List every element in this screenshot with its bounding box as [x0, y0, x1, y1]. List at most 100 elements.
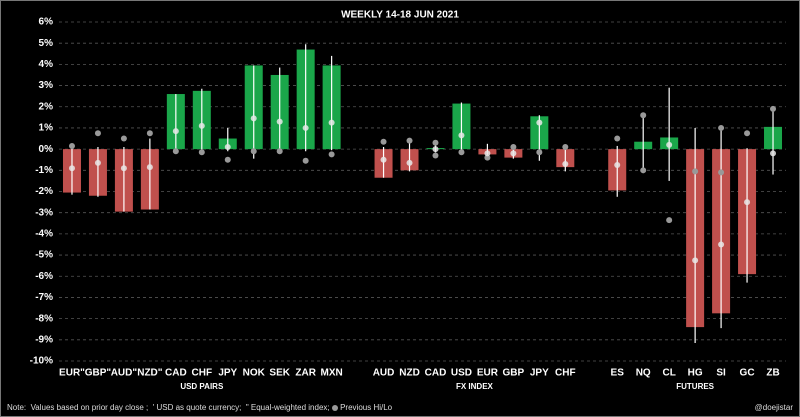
- x-tick-label: CAD: [165, 368, 187, 379]
- footnote: Note: Values based on prior day close ; …: [7, 403, 392, 412]
- prev-hilo-dot: [172, 148, 179, 155]
- x-tick-label: SEK: [269, 368, 290, 379]
- y-tick-label: -5%: [35, 250, 53, 261]
- prev-hilo-dot: [432, 152, 439, 159]
- chart-title: WEEKLY 14-18 JUN 2021: [341, 10, 459, 21]
- close-dot: [94, 159, 101, 166]
- x-tick-label: NQ: [636, 368, 651, 379]
- x-tick-label: NOK: [243, 368, 266, 379]
- group-label: FX INDEX: [456, 382, 494, 391]
- x-tick-label: JPY: [530, 368, 549, 379]
- x-tick-label: ES: [611, 368, 625, 379]
- note: Note: Values based on prior day close ; …: [7, 403, 330, 412]
- prev-hilo-dot: [458, 149, 465, 156]
- x-tick-label: GBP": [85, 368, 112, 379]
- close-dot: [146, 164, 153, 171]
- prev-hilo-dot: [666, 217, 673, 224]
- y-tick-label: -7%: [35, 292, 53, 303]
- y-tick-label: -6%: [35, 271, 53, 282]
- y-tick-label: -10%: [30, 356, 53, 367]
- x-tick-label: MXN: [321, 368, 343, 379]
- x-tick-label: USD: [451, 368, 472, 379]
- y-tick-label: -9%: [35, 334, 53, 345]
- x-tick-label: EUR: [477, 368, 499, 379]
- prev-hilo-dot: [250, 148, 257, 155]
- x-tick-label: AUD": [111, 368, 138, 379]
- x-tick-label: GC: [740, 368, 755, 379]
- y-tick-label: 1%: [39, 123, 54, 134]
- close-dot: [328, 119, 335, 126]
- close-dot: [172, 128, 179, 135]
- prev-hilo-dot: [510, 144, 517, 151]
- close-dot: [692, 257, 699, 264]
- prev-hilo-dot: [94, 130, 101, 137]
- credit: @doejistar: [754, 403, 793, 412]
- close-dot: [484, 150, 491, 157]
- x-tick-label: EUR": [59, 368, 85, 379]
- x-tick-label: AUD: [373, 368, 395, 379]
- prev-hilo-dot: [224, 156, 231, 163]
- prev-hilo-dot: [770, 105, 777, 112]
- x-tick-label: HG: [688, 368, 703, 379]
- x-tick-label: NZD: [399, 368, 420, 379]
- prev-hilo-dot: [718, 169, 725, 176]
- x-tick-label: NZD": [137, 368, 163, 379]
- y-tick-label: 6%: [39, 17, 54, 28]
- prev-hilo-dot: [198, 149, 205, 156]
- prev-hilo-dot: [536, 149, 543, 156]
- close-dot: [224, 144, 231, 151]
- close-dot: [614, 162, 621, 169]
- close-dot: [432, 146, 439, 153]
- x-tick-label: JPY: [218, 368, 237, 379]
- x-tick-label: CAD: [425, 368, 447, 379]
- x-tick-label: CL: [662, 368, 675, 379]
- x-tick-label: ZB: [766, 368, 779, 379]
- y-tick-label: -4%: [35, 229, 53, 240]
- group-label: USD PAIRS: [180, 382, 224, 391]
- close-dot: [68, 165, 75, 172]
- prev-hilo-dot: [640, 112, 647, 119]
- x-tick-label: CHF: [192, 368, 213, 379]
- group-label: FUTURES: [676, 382, 714, 391]
- x-tick-label: SI: [716, 368, 726, 379]
- close-dot: [406, 159, 413, 166]
- close-dot: [302, 124, 309, 131]
- y-tick-label: -1%: [35, 165, 53, 176]
- prev-hilo-dot: [692, 168, 699, 175]
- close-dot: [380, 156, 387, 163]
- y-tick-label: 4%: [39, 59, 54, 70]
- close-dot: [666, 141, 673, 148]
- prev-hilo-dot: [146, 130, 153, 137]
- close-dot: [276, 118, 283, 125]
- prev-hilo-dot: [380, 138, 387, 145]
- close-dot: [770, 150, 777, 157]
- prev-hilo-dot: [406, 137, 413, 144]
- prev-hilo-dot: [744, 130, 751, 137]
- close-dot: [718, 241, 725, 248]
- close-dot: [536, 119, 543, 126]
- prev-hilo-dot: [432, 139, 439, 146]
- prev-hilo-dot: [614, 135, 621, 142]
- prev-hilo-dot: [718, 124, 725, 131]
- y-tick-label: -8%: [35, 313, 53, 324]
- close-dot: [562, 160, 569, 167]
- close-dot: [120, 165, 127, 172]
- legend-label: Previous Hi/Lo: [340, 403, 393, 412]
- prev-hilo-dot: [302, 157, 309, 164]
- prev-hilo-dot: [328, 151, 335, 158]
- prev-hilo-dot: [640, 167, 647, 174]
- y-tick-label: 5%: [39, 38, 54, 49]
- close-dot: [744, 199, 751, 206]
- close-dot: [198, 122, 205, 129]
- prev-hilo-dot: [68, 142, 75, 149]
- close-dot: [250, 115, 257, 122]
- y-tick-label: 0%: [39, 144, 54, 155]
- prev-hilo-dot: [120, 135, 127, 142]
- x-tick-label: ZAR: [295, 368, 316, 379]
- x-tick-label: CHF: [555, 368, 576, 379]
- y-tick-label: 3%: [39, 80, 54, 91]
- y-tick-label: -3%: [35, 207, 53, 218]
- close-dot: [510, 150, 517, 157]
